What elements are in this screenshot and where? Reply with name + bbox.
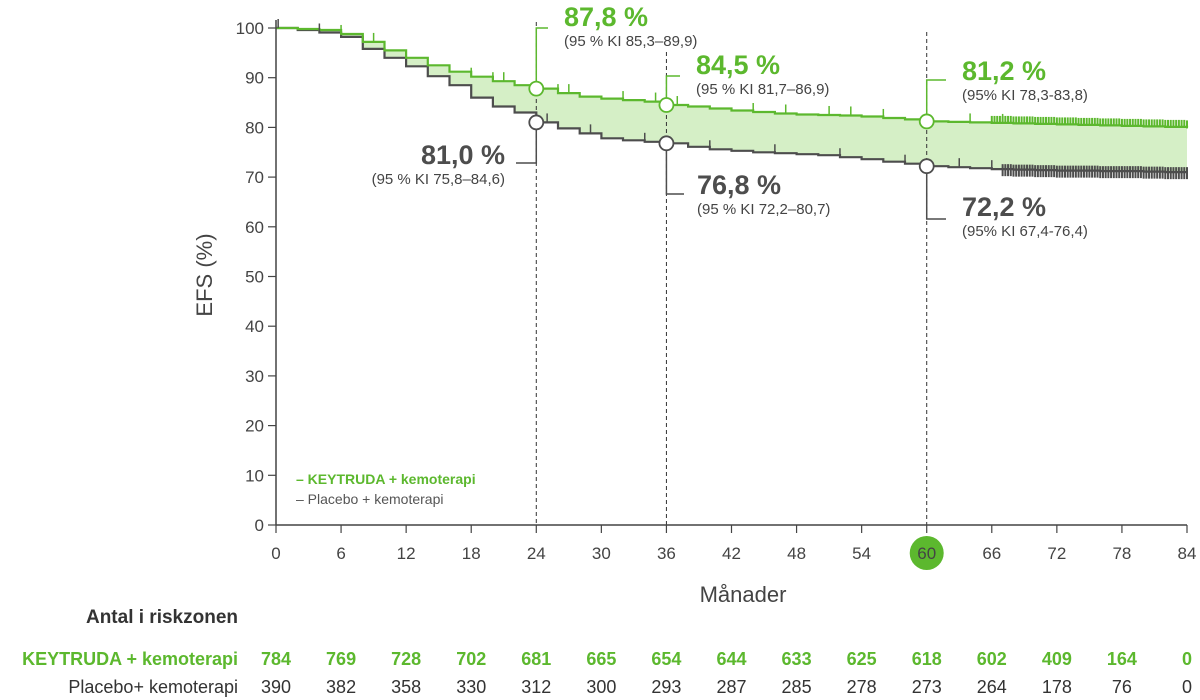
risk-table-cell: 178 — [1042, 677, 1072, 697]
x-tick-label: 72 — [1047, 544, 1066, 563]
legend-entry-placebo: – Placebo + kemoterapi — [296, 491, 443, 507]
x-tick-label: 12 — [397, 544, 416, 563]
risk-table-cell: 287 — [716, 677, 746, 697]
y-tick-label: 40 — [245, 317, 264, 336]
annotation-leader — [516, 129, 538, 164]
y-tick-label: 70 — [245, 168, 264, 187]
landmark-point — [918, 113, 935, 130]
annotation-ci: (95% KI 78,3-83,8) — [962, 87, 1088, 104]
x-tick-label: 48 — [787, 544, 806, 563]
axes: 0 10 20 30 40 50 60 70 80 90 100 0 6 12 18 24 30 36 42 48 54… — [236, 19, 1197, 570]
x-tick-label: 66 — [982, 544, 1001, 563]
risk-table-cell: 285 — [782, 677, 812, 697]
risk-table-cell: 0 — [1182, 649, 1192, 669]
risk-table-cell: 358 — [391, 677, 421, 697]
landmark-annotations: 87,8 %(95 % KI 85,3–89,9)81,0 %(95 % KI … — [372, 2, 1088, 240]
x-tick-label: 24 — [527, 544, 546, 563]
annotation-value: 81,0 % — [421, 140, 505, 170]
annotation-ci: (95 % KI 85,3–89,9) — [564, 33, 697, 50]
x-tick-label: 60 — [917, 544, 936, 563]
risk-table-cell: 278 — [847, 677, 877, 697]
x-tick-label: 54 — [852, 544, 871, 563]
risk-table-cell: 654 — [651, 649, 681, 669]
annotation-leader — [925, 173, 946, 220]
annotation-value: 84,5 % — [696, 50, 780, 80]
annotation-leader — [665, 150, 684, 195]
annotation-value: 72,2 % — [962, 192, 1046, 222]
risk-table-cell: 264 — [977, 677, 1007, 697]
shaded-difference-area — [276, 28, 1187, 173]
risk-table-cell: 312 — [521, 677, 551, 697]
y-tick-label: 0 — [255, 516, 264, 535]
landmark-point — [528, 80, 545, 97]
risk-table-cell: 293 — [651, 677, 681, 697]
risk-table: Antal i riskzonen KEYTRUDA + kemoterapi … — [22, 607, 1192, 697]
legend: – KEYTRUDA + kemoterapi – Placebo + kemo… — [296, 471, 476, 507]
x-tick-label: 0 — [271, 544, 280, 563]
risk-table-cell: 784 — [261, 649, 291, 669]
risk-table-cell: 382 — [326, 677, 356, 697]
x-tick-label: 6 — [336, 544, 345, 563]
risk-table-cell: 728 — [391, 649, 421, 669]
x-tick-label: 84 — [1178, 544, 1197, 563]
x-tick-label: 42 — [722, 544, 741, 563]
y-tick-label: 80 — [245, 118, 264, 137]
risk-table-cell: 702 — [456, 649, 486, 669]
y-tick-label: 20 — [245, 417, 264, 436]
risk-table-cell: 618 — [912, 649, 942, 669]
risk-row-label-keytruda: KEYTRUDA + kemoterapi — [22, 649, 238, 669]
annotation-value: 87,8 % — [564, 2, 648, 32]
censor-marks — [277, 19, 1188, 180]
annotation-value: 81,2 % — [962, 56, 1046, 86]
risk-table-cell: 665 — [586, 649, 616, 669]
y-tick-label: 10 — [245, 466, 264, 485]
risk-table-cell: 0 — [1182, 677, 1192, 697]
y-tick-label: 30 — [245, 367, 264, 386]
landmark-point — [658, 97, 675, 113]
risk-table-cell: 164 — [1107, 649, 1137, 669]
annotation-ci: (95 % KI 72,2–80,7) — [697, 201, 830, 218]
annotation-ci: (95 % KI 75,8–84,6) — [372, 171, 505, 188]
risk-table-title: Antal i riskzonen — [86, 607, 238, 628]
landmark-point — [918, 158, 935, 175]
risk-table-cell: 644 — [716, 649, 746, 669]
y-axis-title: EFS (%) — [192, 233, 217, 316]
landmark-point — [658, 135, 675, 152]
risk-table-cell: 390 — [261, 677, 291, 697]
risk-table-cell: 76 — [1112, 677, 1132, 697]
x-tick-label: 36 — [657, 544, 676, 563]
annotation-ci: (95% KI 67,4-76,4) — [962, 223, 1088, 240]
risk-table-cell: 625 — [847, 649, 877, 669]
annotation-ci: (95 % KI 81,7–86,9) — [696, 81, 829, 98]
risk-table-cell: 409 — [1042, 649, 1072, 669]
annotation-leader — [925, 79, 946, 115]
risk-table-cell: 273 — [912, 677, 942, 697]
risk-table-cell: 633 — [782, 649, 812, 669]
y-tick-label: 60 — [245, 218, 264, 237]
y-tick-label: 50 — [245, 268, 264, 287]
annotation-value: 76,8 % — [697, 170, 781, 200]
annotation-leader — [665, 75, 680, 99]
risk-table-cell: 769 — [326, 649, 356, 669]
between-curves-fill — [276, 28, 1187, 173]
x-tick-label: 18 — [462, 544, 481, 563]
risk-table-cell: 300 — [586, 677, 616, 697]
dashed-landmark-guides — [535, 22, 928, 525]
y-tick-label: 100 — [236, 19, 264, 38]
risk-table-cell: 681 — [521, 649, 551, 669]
x-tick-label: 78 — [1112, 544, 1131, 563]
x-tick-label: 30 — [592, 544, 611, 563]
risk-row-label-placebo: Placebo+ kemoterapi — [68, 677, 238, 697]
legend-entry-keytruda: – KEYTRUDA + kemoterapi — [296, 471, 476, 487]
landmark-point — [528, 114, 545, 131]
y-tick-label: 90 — [245, 69, 264, 88]
highlight-tick-badge — [909, 536, 944, 570]
annotation-leader — [535, 27, 548, 82]
x-axis-title: Månader — [700, 582, 787, 607]
risk-table-cell: 330 — [456, 677, 486, 697]
risk-table-cell: 602 — [977, 649, 1007, 669]
